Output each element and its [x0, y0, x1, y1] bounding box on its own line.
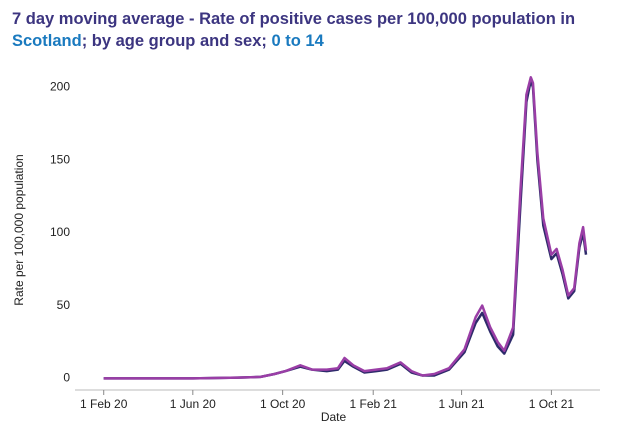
x-axis-label: Date — [321, 410, 347, 424]
x-tick-label: 1 Feb 21 — [350, 397, 398, 411]
title-part: Scotland — [12, 32, 82, 50]
title-part: ; by age group and sex; — [81, 32, 272, 50]
series-line — [103, 78, 588, 380]
x-tick-label: 1 Jun 20 — [170, 397, 216, 411]
y-tick-label: 150 — [50, 152, 70, 166]
y-tick-label: 200 — [50, 80, 70, 94]
x-tick-label: 1 Feb 20 — [80, 397, 128, 411]
x-tick-label: 1 Jun 21 — [439, 397, 485, 411]
title-part: 7 day moving average - Rate of positive … — [12, 10, 576, 28]
x-tick-label: 1 Oct 21 — [529, 397, 575, 411]
title-part: 0 to 14 — [271, 32, 324, 50]
chart-title: 7 day moving average - Rate of positive … — [12, 8, 602, 52]
y-tick-label: 0 — [63, 371, 70, 385]
y-tick-label: 100 — [50, 225, 70, 239]
series-line — [103, 76, 588, 380]
x-tick-label: 1 Oct 20 — [260, 397, 306, 411]
y-axis-label: Rate per 100,000 population — [12, 154, 26, 305]
y-tick-label: 50 — [57, 298, 71, 312]
